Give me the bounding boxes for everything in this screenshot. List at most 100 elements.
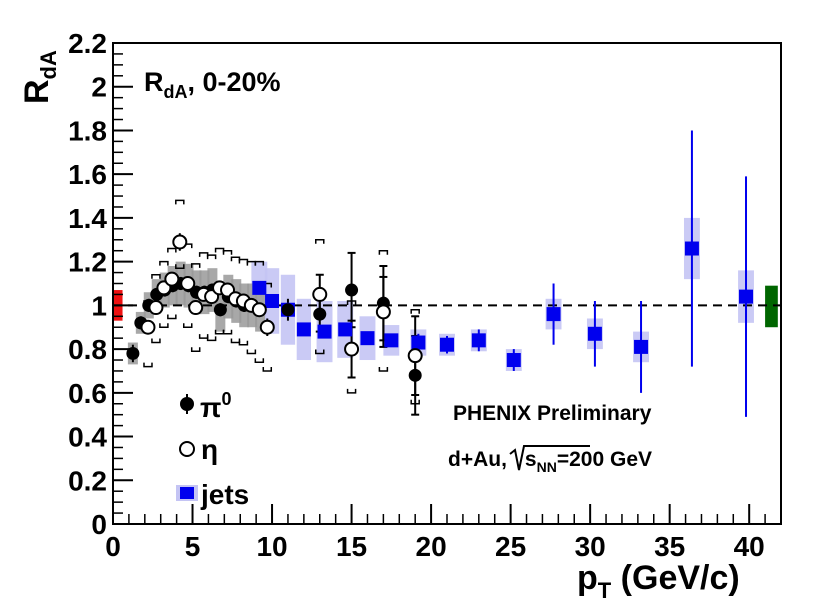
pi0-marker xyxy=(213,303,227,317)
eta-sys-bracket-top xyxy=(410,308,420,314)
eta-sys-bracket-bottom xyxy=(190,347,201,353)
jets-marker xyxy=(411,335,426,350)
eta-sys-bracket-bottom xyxy=(246,349,257,355)
eta-sys-bracket-bottom xyxy=(315,349,325,355)
jets-marker xyxy=(317,324,332,339)
eta-sys-bracket-top xyxy=(151,274,161,279)
x-tick-label: 30 xyxy=(575,531,606,562)
y-tick-label: 1.4 xyxy=(68,203,107,234)
eta-sys-bracket-top xyxy=(190,263,201,268)
eta-sys-bracket-bottom xyxy=(206,336,217,342)
y-tick-label: 2.2 xyxy=(68,28,107,59)
eta-sys-bracket-bottom xyxy=(198,334,209,339)
y-tick-label: 0.2 xyxy=(68,465,107,496)
x-tick-label: 5 xyxy=(185,531,201,562)
eta-marker xyxy=(375,304,391,320)
x-axis-title: pT (GeV/c) xyxy=(577,559,740,603)
jets-marker xyxy=(338,322,353,337)
legend-eta-marker xyxy=(179,441,195,457)
collision-annotation-suffix: =200 GeV xyxy=(557,448,652,471)
eta-sys-bracket-top xyxy=(254,260,265,266)
y-tick-label: 0 xyxy=(91,509,107,540)
x-tick-label: 10 xyxy=(256,531,287,562)
eta-sys-bracket-top xyxy=(238,258,249,264)
eta-marker xyxy=(140,319,156,335)
statistical-error-bars xyxy=(131,130,748,417)
legend-jets-marker xyxy=(180,487,194,499)
experiment-annotation: PHENIX Preliminary xyxy=(453,402,652,425)
legend-pi0-marker xyxy=(180,397,194,411)
eta-sys-bracket-top xyxy=(214,247,225,253)
x-tick-label: 35 xyxy=(654,531,685,562)
eta-sys-bracket-top xyxy=(315,239,325,244)
eta-sys-bracket-top xyxy=(159,260,169,266)
data-markers xyxy=(126,234,754,382)
eta-sys-bracket-bottom xyxy=(262,366,273,372)
eta-sys-bracket-bottom xyxy=(183,323,193,328)
chart-title-main: R xyxy=(144,67,164,97)
eta-marker xyxy=(312,286,328,302)
x-axis-title-sub: T xyxy=(598,578,612,603)
eta-sys-bracket-bottom xyxy=(238,340,249,346)
collision-annotation-sub: NN xyxy=(537,459,557,475)
x-tick-label: 40 xyxy=(734,531,765,562)
collision-annotation-s: s xyxy=(525,448,537,471)
legend-pi0-label: π0 xyxy=(200,389,231,423)
eta-marker xyxy=(344,341,360,357)
x-axis-title-main: p xyxy=(577,559,598,597)
eta-marker xyxy=(164,271,180,287)
pi0-marker xyxy=(281,303,295,317)
x-tick-label: 25 xyxy=(495,531,526,562)
y-tick-label: 1.2 xyxy=(68,247,107,278)
eta-sys-bracket-bottom xyxy=(159,323,169,328)
eta-sys-bracket-bottom xyxy=(151,338,161,344)
eta-sys-bracket-bottom xyxy=(175,264,185,269)
y-axis-title-main: R xyxy=(18,79,56,104)
jets-marker xyxy=(739,289,754,304)
eta-sys-bracket-top xyxy=(198,252,209,257)
jets-marker xyxy=(265,293,280,308)
y-tick-label: 2 xyxy=(91,72,107,103)
eta-sys-bracket-bottom xyxy=(346,388,357,394)
jets-marker xyxy=(296,322,311,337)
x-tick-label: 0 xyxy=(105,531,121,562)
y-tick-label: 0.4 xyxy=(68,422,107,453)
jets-marker xyxy=(546,307,561,322)
jets-marker xyxy=(384,333,399,348)
collision-annotation-prefix: d+Au, xyxy=(448,448,507,471)
legend-eta-label: η xyxy=(201,434,218,465)
jets-marker xyxy=(506,353,521,368)
legend-pi0-main: π xyxy=(200,392,221,423)
chart-title-sub: dA xyxy=(164,82,188,102)
eta-marker xyxy=(188,300,204,316)
y-tick-label: 1.6 xyxy=(68,159,107,190)
y-axis-title-sub: dA xyxy=(36,50,61,79)
chart-title-suffix: , 0-20% xyxy=(188,67,281,97)
y-tick-label: 1 xyxy=(91,290,107,321)
pi0-marker xyxy=(126,346,140,360)
legend-pi0-sup: 0 xyxy=(221,389,231,409)
y-axis-ticks: 0 0.2 0.4 0.6 0.8 1 1.2 1.4 1.6 1.8 2 2.2 xyxy=(68,28,133,540)
eta-marker xyxy=(180,276,196,291)
y-tick-label: 0.6 xyxy=(68,378,107,409)
eta-sys-bracket-bottom xyxy=(222,329,233,335)
jets-marker xyxy=(440,337,454,352)
pi0-marker xyxy=(345,283,359,297)
eta-marker xyxy=(259,319,275,335)
jets-marker xyxy=(634,339,649,354)
y-tick-label: 1.8 xyxy=(68,115,107,146)
eta-sys-bracket-top xyxy=(222,249,233,255)
x-tick-label: 15 xyxy=(336,531,367,562)
eta-sys-bracket-top xyxy=(378,249,389,255)
x-axis-ticks: 0 5 10 15 20 25 30 35 40 xyxy=(105,504,766,562)
eta-sys-bracket-bottom xyxy=(167,314,177,320)
eta-sys-bracket-top xyxy=(230,256,241,262)
x-axis-title-suffix: (GeV/c) xyxy=(611,559,739,597)
jets-marker xyxy=(587,326,602,341)
sqrt-sign-icon xyxy=(509,445,590,471)
collision-annotation: d+Au, sNN=200 GeV xyxy=(448,448,652,475)
eta-sys-bracket-top xyxy=(167,247,177,253)
legend: π0 η jets xyxy=(176,389,249,510)
eta-marker xyxy=(148,300,164,316)
eta-sys-bracket-top xyxy=(206,254,217,260)
